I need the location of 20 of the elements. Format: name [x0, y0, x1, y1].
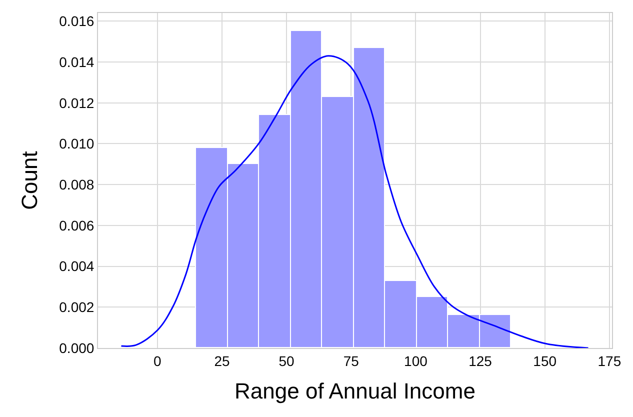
x-tick-label: 0 — [154, 352, 162, 369]
x-tick-label: 75 — [343, 352, 360, 369]
x-tick-label: 150 — [533, 352, 557, 369]
y-tick-label: 0.002 — [59, 299, 94, 316]
x-tick-label: 175 — [598, 352, 622, 369]
y-tick-label: 0.000 — [59, 340, 94, 356]
y-tick-label: 0.004 — [59, 258, 94, 274]
x-tick-label: 125 — [468, 352, 492, 369]
y-tick-label: 0.012 — [59, 94, 94, 111]
y-tick-label: 0.016 — [59, 13, 94, 30]
y-tick-label: 0.006 — [59, 217, 94, 234]
x-tick-label: 50 — [278, 352, 295, 369]
x-tick-label: 100 — [404, 352, 428, 369]
x-tick-label: 25 — [214, 352, 230, 369]
line-series — [120, 55, 589, 348]
y-tick-label: 0.014 — [59, 54, 94, 70]
x-axis-title: Range of Annual Income — [234, 378, 476, 404]
y-tick-label: 0.008 — [59, 176, 94, 192]
y-axis-title: Count — [16, 151, 42, 210]
y-tick-label: 0.010 — [59, 136, 94, 152]
